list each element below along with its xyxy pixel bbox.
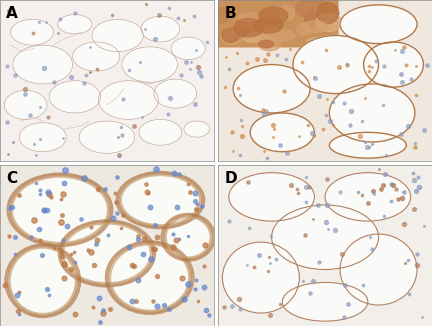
Ellipse shape [282, 282, 368, 321]
Ellipse shape [238, 13, 260, 22]
FancyBboxPatch shape [216, 0, 338, 47]
Text: A: A [6, 7, 18, 22]
Ellipse shape [122, 47, 178, 82]
Ellipse shape [258, 37, 281, 51]
Ellipse shape [307, 38, 328, 45]
Ellipse shape [58, 15, 92, 34]
Text: C: C [6, 171, 18, 186]
Ellipse shape [73, 42, 120, 71]
Ellipse shape [229, 173, 314, 221]
Ellipse shape [250, 113, 314, 152]
Ellipse shape [315, 13, 342, 31]
Ellipse shape [227, 26, 249, 38]
Ellipse shape [167, 218, 210, 257]
Ellipse shape [259, 7, 288, 24]
Ellipse shape [212, 8, 230, 22]
Ellipse shape [111, 245, 188, 310]
Ellipse shape [234, 19, 264, 37]
Ellipse shape [303, 21, 328, 33]
Ellipse shape [340, 234, 417, 305]
Ellipse shape [293, 36, 378, 94]
Ellipse shape [11, 248, 75, 313]
Ellipse shape [141, 16, 180, 42]
Ellipse shape [49, 81, 101, 113]
Ellipse shape [272, 205, 378, 270]
Ellipse shape [92, 19, 143, 52]
Ellipse shape [13, 45, 73, 84]
Ellipse shape [171, 37, 205, 60]
Ellipse shape [221, 29, 242, 45]
Ellipse shape [305, 10, 318, 28]
Ellipse shape [340, 5, 417, 44]
Ellipse shape [222, 28, 239, 42]
Ellipse shape [325, 173, 410, 221]
Ellipse shape [122, 176, 199, 224]
Ellipse shape [258, 40, 273, 48]
Ellipse shape [254, 18, 283, 33]
Text: D: D [225, 171, 237, 186]
Ellipse shape [4, 90, 47, 119]
Ellipse shape [64, 224, 150, 282]
Ellipse shape [317, 3, 339, 23]
Ellipse shape [13, 178, 107, 242]
Ellipse shape [19, 123, 66, 152]
Ellipse shape [154, 79, 197, 108]
Ellipse shape [329, 132, 407, 158]
Text: B: B [225, 7, 236, 22]
Ellipse shape [98, 81, 158, 119]
Ellipse shape [364, 42, 423, 87]
Ellipse shape [295, 0, 328, 18]
Ellipse shape [243, 34, 269, 42]
Ellipse shape [233, 65, 310, 113]
Ellipse shape [261, 30, 295, 41]
Ellipse shape [139, 119, 182, 145]
Ellipse shape [297, 23, 311, 35]
Ellipse shape [11, 19, 54, 45]
Ellipse shape [280, 5, 295, 20]
Ellipse shape [329, 84, 415, 142]
Ellipse shape [184, 121, 210, 137]
Ellipse shape [222, 242, 299, 313]
Ellipse shape [79, 121, 135, 153]
